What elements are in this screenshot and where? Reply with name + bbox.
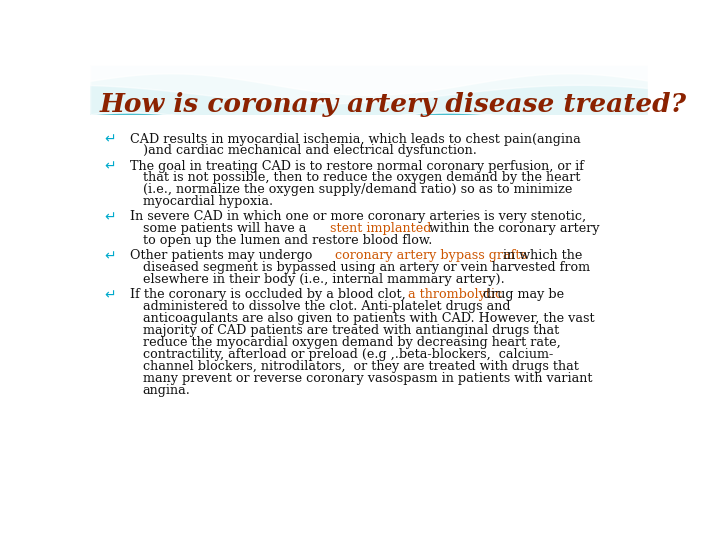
Text: coronary artery bypass grafts: coronary artery bypass grafts	[336, 249, 528, 262]
FancyBboxPatch shape	[90, 65, 648, 126]
Text: stent implanted: stent implanted	[330, 222, 432, 235]
Text: angina.: angina.	[143, 383, 191, 396]
Text: within the coronary artery: within the coronary artery	[425, 222, 599, 235]
FancyBboxPatch shape	[90, 115, 648, 481]
Text: many prevent or reverse coronary vasospasm in patients with variant: many prevent or reverse coronary vasospa…	[143, 372, 593, 384]
Text: some patients will have a: some patients will have a	[143, 222, 310, 235]
Text: anticoagulants are also given to patients with CAD. However, the vast: anticoagulants are also given to patient…	[143, 312, 594, 325]
Text: diseased segment is bypassed using an artery or vein harvested from: diseased segment is bypassed using an ar…	[143, 261, 590, 274]
Text: CAD results in myocardial ischemia, which leads to chest pain(angina: CAD results in myocardial ischemia, whic…	[130, 132, 581, 146]
Text: In severe CAD in which one or more coronary arteries is very stenotic,: In severe CAD in which one or more coron…	[130, 211, 586, 224]
Text: The goal in treating CAD is to restore normal coronary perfusion, or if: The goal in treating CAD is to restore n…	[130, 159, 585, 172]
Text: administered to dissolve the clot. Anti-platelet drugs and: administered to dissolve the clot. Anti-…	[143, 300, 510, 313]
Text: ↵: ↵	[104, 211, 116, 224]
Text: )and cardiac mechanical and electrical dysfunction.: )and cardiac mechanical and electrical d…	[143, 145, 477, 158]
Text: ↵: ↵	[104, 288, 116, 302]
Text: reduce the myocardial oxygen demand by decreasing heart rate,: reduce the myocardial oxygen demand by d…	[143, 336, 560, 349]
Text: to open up the lumen and restore blood flow.: to open up the lumen and restore blood f…	[143, 234, 432, 247]
Text: drug may be: drug may be	[479, 288, 564, 301]
Text: (i.e., normalize the oxygen supply/demand ratio) so as to minimize: (i.e., normalize the oxygen supply/deman…	[143, 184, 572, 197]
Text: a thrombolytic: a thrombolytic	[408, 288, 502, 301]
Text: channel blockers, nitrodilators,  or they are treated with drugs that: channel blockers, nitrodilators, or they…	[143, 360, 579, 373]
Text: If the coronary is occluded by a blood clot,: If the coronary is occluded by a blood c…	[130, 288, 410, 301]
Text: Other patients may undergo: Other patients may undergo	[130, 249, 317, 262]
Text: that is not possible, then to reduce the oxygen demand by the heart: that is not possible, then to reduce the…	[143, 171, 580, 185]
Text: contractility, afterload or preload (e.g ,.beta-blockers,  calcium-: contractility, afterload or preload (e.g…	[143, 348, 553, 361]
Text: ↵: ↵	[104, 132, 116, 146]
Text: myocardial hypoxia.: myocardial hypoxia.	[143, 195, 273, 208]
Text: ↵: ↵	[104, 159, 116, 173]
Text: elsewhere in their body (i.e., internal mammary artery).: elsewhere in their body (i.e., internal …	[143, 273, 505, 286]
Text: in which the: in which the	[499, 249, 582, 262]
Text: How is coronary artery disease treated?: How is coronary artery disease treated?	[99, 92, 686, 117]
Text: ↵: ↵	[104, 249, 116, 263]
Text: majority of CAD patients are treated with antianginal drugs that: majority of CAD patients are treated wit…	[143, 324, 559, 337]
